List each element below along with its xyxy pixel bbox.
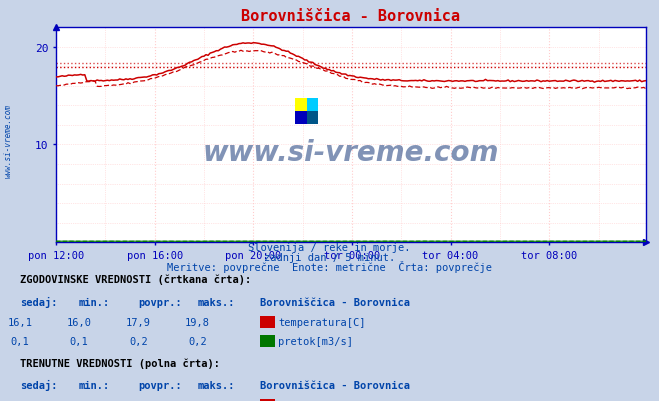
Text: 0,1: 0,1 (70, 336, 88, 346)
Text: ZGODOVINSKE VREDNOSTI (črtkana črta):: ZGODOVINSKE VREDNOSTI (črtkana črta): (20, 274, 251, 285)
Text: sedaj:: sedaj: (20, 379, 57, 390)
Text: Slovenija / reke in morje.: Slovenija / reke in morje. (248, 243, 411, 253)
Text: zadnji dan / 5 minut.: zadnji dan / 5 minut. (264, 253, 395, 263)
Text: povpr.:: povpr.: (138, 297, 182, 307)
Text: 0,1: 0,1 (11, 336, 29, 346)
Text: 0,2: 0,2 (129, 336, 148, 346)
Text: 16,1: 16,1 (7, 317, 32, 327)
Text: 17,9: 17,9 (126, 317, 151, 327)
Text: 0,2: 0,2 (188, 336, 207, 346)
Text: 18,3: 18,3 (126, 400, 151, 401)
Text: 16,1: 16,1 (67, 400, 92, 401)
Bar (295, 112, 306, 125)
Text: TRENUTNE VREDNOSTI (polna črta):: TRENUTNE VREDNOSTI (polna črta): (20, 358, 219, 368)
Text: 17,2: 17,2 (7, 400, 32, 401)
Text: pretok[m3/s]: pretok[m3/s] (278, 336, 353, 346)
Bar (306, 112, 318, 125)
Text: sedaj:: sedaj: (20, 296, 57, 307)
Text: Borovniščica - Borovnica: Borovniščica - Borovnica (260, 297, 411, 307)
Text: min.:: min.: (79, 297, 110, 307)
Text: www.si-vreme.com: www.si-vreme.com (203, 138, 499, 166)
Text: 19,8: 19,8 (185, 317, 210, 327)
Text: povpr.:: povpr.: (138, 380, 182, 390)
Text: temperatura[C]: temperatura[C] (278, 317, 366, 327)
Text: maks.:: maks.: (198, 297, 235, 307)
Text: 16,0: 16,0 (67, 317, 92, 327)
Bar (295, 99, 306, 112)
Title: Borovniščica - Borovnica: Borovniščica - Borovnica (241, 9, 461, 24)
Text: Meritve: povprečne  Enote: metrične  Črta: povprečje: Meritve: povprečne Enote: metrične Črta:… (167, 261, 492, 273)
Text: www.si-vreme.com: www.si-vreme.com (3, 103, 13, 177)
Text: maks.:: maks.: (198, 380, 235, 390)
Text: min.:: min.: (79, 380, 110, 390)
Text: 20,3: 20,3 (185, 400, 210, 401)
Text: temperatura[C]: temperatura[C] (278, 400, 366, 401)
Bar (306, 99, 318, 112)
Text: Borovniščica - Borovnica: Borovniščica - Borovnica (260, 380, 411, 390)
